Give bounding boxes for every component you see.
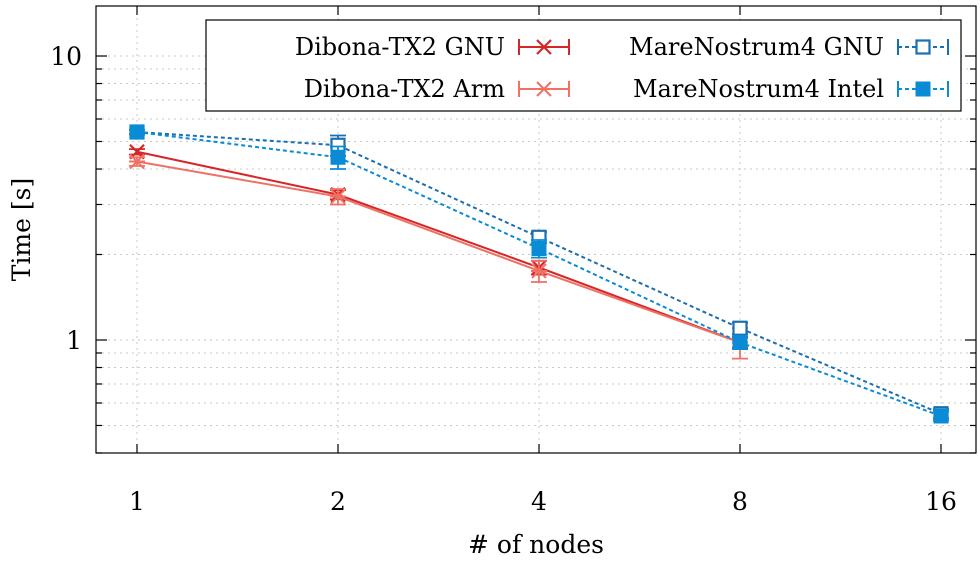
legend-label: Dibona-TX2 GNU xyxy=(295,33,505,61)
series-line xyxy=(136,160,741,344)
data-point xyxy=(531,263,547,279)
legend-box xyxy=(205,19,962,112)
series-3 xyxy=(129,124,949,424)
series-1 xyxy=(129,153,748,360)
legend-swatch xyxy=(897,81,949,97)
y-axis-label: Time [s] xyxy=(7,178,36,281)
legend-entry-0: Dibona-TX2 GNU xyxy=(295,33,570,61)
data-point xyxy=(330,188,346,205)
y-tick-label: 10 xyxy=(50,42,82,71)
x-axis-label: # of nodes xyxy=(468,530,604,559)
data-point xyxy=(531,240,547,256)
axis-ticks xyxy=(96,6,976,454)
legend-swatch xyxy=(897,39,949,55)
x-tick-label: 4 xyxy=(531,487,547,516)
legend-label: MareNostrum4 GNU xyxy=(629,33,884,61)
plot-frame xyxy=(95,5,977,454)
data-point xyxy=(933,408,949,424)
data-point xyxy=(330,149,346,165)
data-point xyxy=(129,124,145,140)
legend-swatch xyxy=(518,39,570,55)
data-point xyxy=(129,153,145,170)
legend: Dibona-TX2 GNU Dibona-TX2 Arm MareNostrum4… xyxy=(205,19,962,112)
legend-label: Dibona-TX2 Arm xyxy=(304,75,506,103)
legend-label: MareNostrum4 Intel xyxy=(633,75,884,103)
series-line xyxy=(136,150,741,344)
series-layer xyxy=(129,124,949,424)
x-tick-label: 16 xyxy=(925,487,957,516)
x-tick-label: 1 xyxy=(129,487,145,516)
legend-entry-2: MareNostrum4 GNU xyxy=(629,33,949,61)
tick-labels: 1 2 4 8 16 1 10 xyxy=(50,42,957,516)
legend-entry-3: MareNostrum4 Intel xyxy=(633,75,949,103)
y-tick-label: 1 xyxy=(66,326,82,355)
data-point xyxy=(732,320,748,336)
legend-swatch xyxy=(518,81,570,97)
data-point xyxy=(732,334,748,350)
legend-entry-1: Dibona-TX2 Arm xyxy=(304,75,570,103)
x-tick-label: 8 xyxy=(732,487,748,516)
x-tick-label: 2 xyxy=(330,487,346,516)
